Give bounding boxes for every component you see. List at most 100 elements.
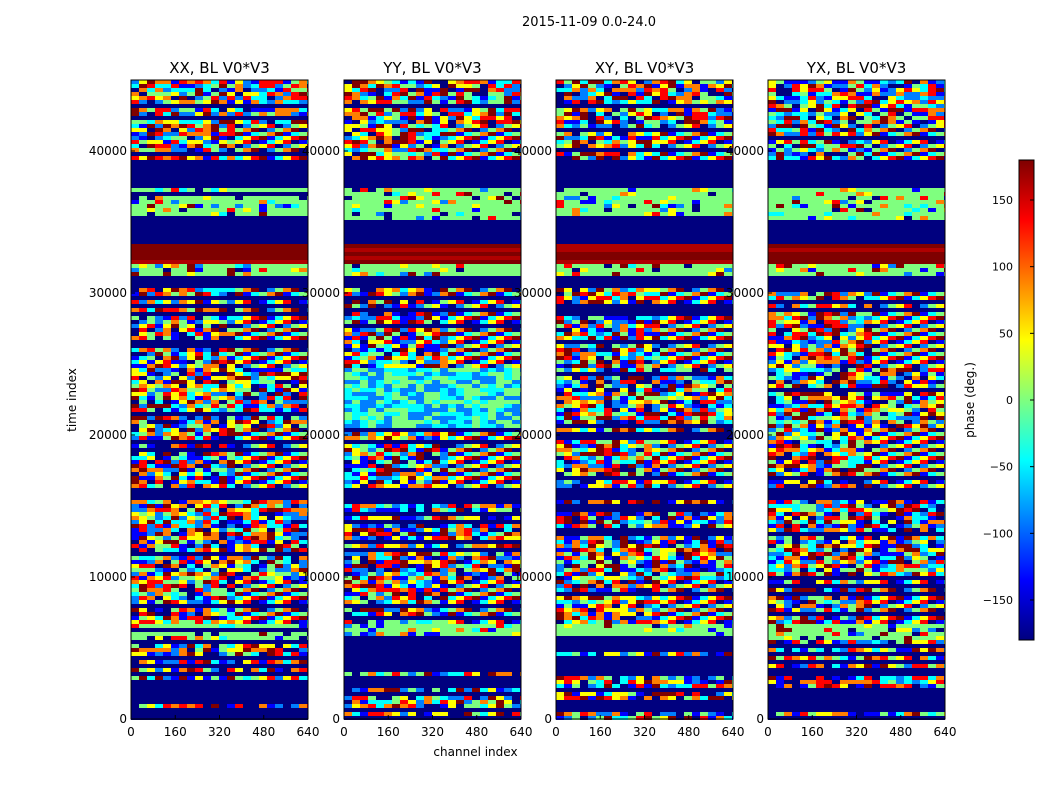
heatmap-cell [456,128,464,132]
heatmap-cell [424,572,432,576]
heatmap-cell [440,572,448,576]
heatmap-cell [424,200,432,204]
heatmap-cell [496,384,504,388]
heatmap-cell [448,460,456,464]
heatmap-cell [147,668,155,672]
heatmap-cell [416,580,424,584]
heatmap-cell [440,392,448,396]
heatmap-cell [448,316,456,320]
heatmap-cell [368,400,376,404]
heatmap-cell [488,528,496,532]
heatmap-cell [432,112,440,116]
heatmap-cell [179,212,187,216]
flagged-row [131,240,308,244]
heatmap-cell [267,540,275,544]
heatmap-cell [344,416,352,420]
heatmap-cell [211,120,219,124]
heatmap-cell [203,156,211,160]
heatmap-cell [219,452,227,456]
heatmap-cell [251,536,259,540]
heatmap-cell [504,152,512,156]
heatmap-cell [163,384,171,388]
heatmap-cell [344,508,352,512]
heatmap-cell [440,120,448,124]
heatmap-cell [131,92,139,96]
heatmap-cell [203,408,211,412]
heatmap-cell [504,188,512,192]
heatmap-cell [235,408,243,412]
heatmap-cell [496,600,504,604]
heatmap-cell [259,108,267,112]
heatmap-cell [179,620,187,624]
heatmap-cell [352,392,360,396]
heatmap-cell [227,352,235,356]
heatmap-cell [219,80,227,84]
heatmap-cell [171,112,179,116]
heatmap-cell [243,392,251,396]
heatmap-cell [131,500,139,504]
heatmap-cell [131,404,139,408]
heatmap-cell [440,632,448,636]
heatmap-cell [243,352,251,356]
heatmap-cell [480,340,488,344]
heatmap-cell [496,444,504,448]
heatmap-cell [227,704,235,708]
heatmap-cell [163,132,171,136]
heatmap-cell [344,264,352,268]
heatmap-cell [384,384,392,388]
heatmap-cell [155,112,163,116]
heatmap-cell [283,472,291,476]
heatmap-cell [259,584,267,588]
heatmap-cell [496,268,504,272]
heatmap-cell [480,272,488,276]
heatmap-cell [456,116,464,120]
heatmap-cell [235,556,243,560]
heatmap-cell [299,572,307,576]
heatmap-cell [440,408,448,412]
heatmap-cell [504,132,512,136]
heatmap-cell [480,532,488,536]
heatmap-cell [243,416,251,420]
heatmap-cell [368,148,376,152]
heatmap-cell [147,660,155,664]
heatmap-cell [464,468,472,472]
heatmap-cell [400,476,408,480]
heatmap-cell [408,464,416,468]
heatmap-cell [464,132,472,136]
heatmap-cell [219,568,227,572]
heatmap-cell [376,340,384,344]
heatmap-cell [440,204,448,208]
heatmap-cell [283,444,291,448]
heatmap-cell [472,80,480,84]
heatmap-cell [131,704,139,708]
heatmap-cell [344,632,352,636]
heatmap-cell [235,520,243,524]
heatmap-cell [187,388,195,392]
flagged-row [131,712,308,716]
heatmap-cell [464,148,472,152]
heatmap-cell [496,532,504,536]
heatmap-cell [400,576,408,580]
heatmap-cell [400,336,408,340]
heatmap-cell [259,456,267,460]
heatmap-cell [384,156,392,160]
heatmap-cell [480,404,488,408]
heatmap-cell [400,464,408,468]
heatmap-cell [187,292,195,296]
heatmap-cell [392,432,400,436]
heatmap-cell [464,368,472,372]
heatmap-cell [155,360,163,364]
heatmap-cell [299,196,307,200]
heatmap-cell [267,396,275,400]
heatmap-cell [227,560,235,564]
heatmap-cell [432,192,440,196]
heatmap-cell [504,600,512,604]
heatmap-cell [291,316,299,320]
heatmap-cell [131,588,139,592]
heatmap-cell [203,332,211,336]
heatmap-cell [203,124,211,128]
heatmap-cell [408,468,416,472]
heatmap-cell [195,480,203,484]
heatmap-cell [155,560,163,564]
heatmap-cell [480,196,488,200]
